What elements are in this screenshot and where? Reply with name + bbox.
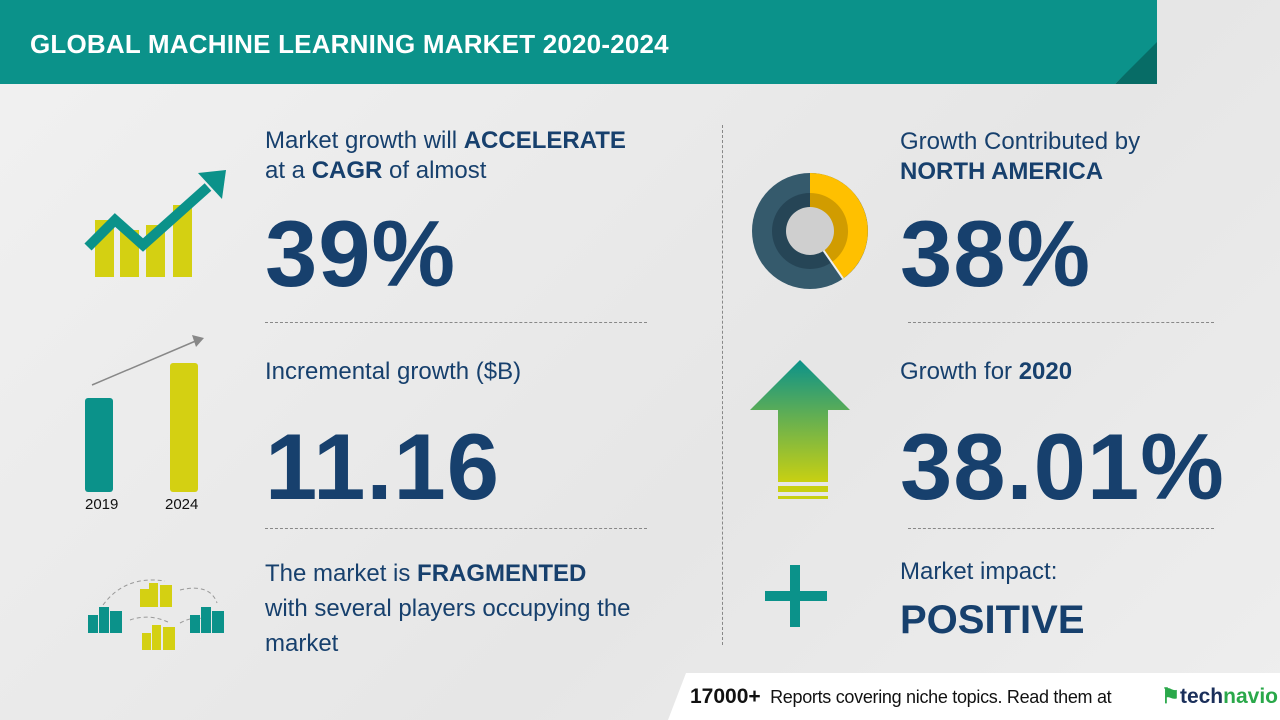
- cagr-line2: at a: [265, 157, 312, 184]
- incremental-label: Incremental growth ($B): [265, 358, 522, 385]
- footer-message: Reports covering niche topics. Read them…: [770, 686, 1112, 707]
- market-fragmented: FRAGMENTED: [417, 560, 587, 587]
- cagr-accelerate: ACCELERATE: [463, 127, 626, 154]
- impact-label: Market impact:: [900, 558, 1058, 585]
- vertical-divider: [722, 125, 723, 645]
- bar-2019: [85, 398, 113, 492]
- growth-chart-icon: [84, 170, 226, 277]
- title-banner: [0, 0, 1157, 84]
- report-count: 17000+: [690, 684, 761, 708]
- footer-text: 17000+ Reports covering niche topics. Re…: [690, 684, 1112, 709]
- footer-band: [668, 673, 1280, 720]
- plus-icon: [765, 565, 827, 627]
- cagr-text: Market growth will ACCELERATE at a CAGR …: [265, 126, 626, 186]
- market-line3: market: [265, 630, 339, 657]
- yoy-label-text: Growth for: [900, 358, 1019, 385]
- cagr-value: 39%: [265, 201, 457, 306]
- footer-row: 17000+ Reports covering niche topics. Re…: [690, 673, 1278, 720]
- divider: [265, 528, 647, 529]
- year-label-2019: 2019: [85, 496, 119, 513]
- yoy-year: 2020: [1018, 358, 1073, 385]
- logo-navio: navio: [1223, 685, 1278, 708]
- market-line2: with several players occupying the: [265, 595, 631, 622]
- region-line1: Growth Contributed by: [900, 128, 1141, 155]
- market-line1: The market is: [265, 560, 418, 587]
- divider: [908, 528, 1214, 529]
- up-arrow-icon: [750, 360, 850, 499]
- region-value: 38%: [900, 201, 1092, 306]
- logo-mark-icon: ⚑: [1161, 685, 1180, 708]
- divider: [908, 322, 1214, 323]
- divider: [265, 322, 647, 323]
- cagr-line1: Market growth will: [265, 127, 464, 154]
- region-text: Growth Contributed by NORTH AMERICA: [900, 127, 1140, 187]
- market-text: The market is FRAGMENTED with several pl…: [265, 556, 631, 661]
- yoy-value: 38.01%: [900, 414, 1225, 519]
- buildings-network-icon: [88, 579, 224, 650]
- incremental-value: 11.16: [265, 414, 501, 519]
- impact-value: POSITIVE: [900, 598, 1085, 642]
- page-title: GLOBAL MACHINE LEARNING MARKET 2020-2024: [30, 29, 669, 59]
- cagr-label: CAGR: [311, 157, 383, 184]
- technavio-logo[interactable]: ⚑technavio: [1161, 684, 1278, 709]
- bar-2024: [170, 363, 198, 492]
- yoy-label: Growth for 2020: [900, 357, 1072, 387]
- logo-tech: tech: [1179, 685, 1224, 708]
- year-label-2024: 2024: [165, 496, 199, 513]
- region-name: NORTH AMERICA: [900, 158, 1104, 185]
- cagr-line2-post: of almost: [382, 157, 487, 184]
- bar-growth-icon: [85, 335, 204, 492]
- donut-chart-icon: [752, 173, 868, 289]
